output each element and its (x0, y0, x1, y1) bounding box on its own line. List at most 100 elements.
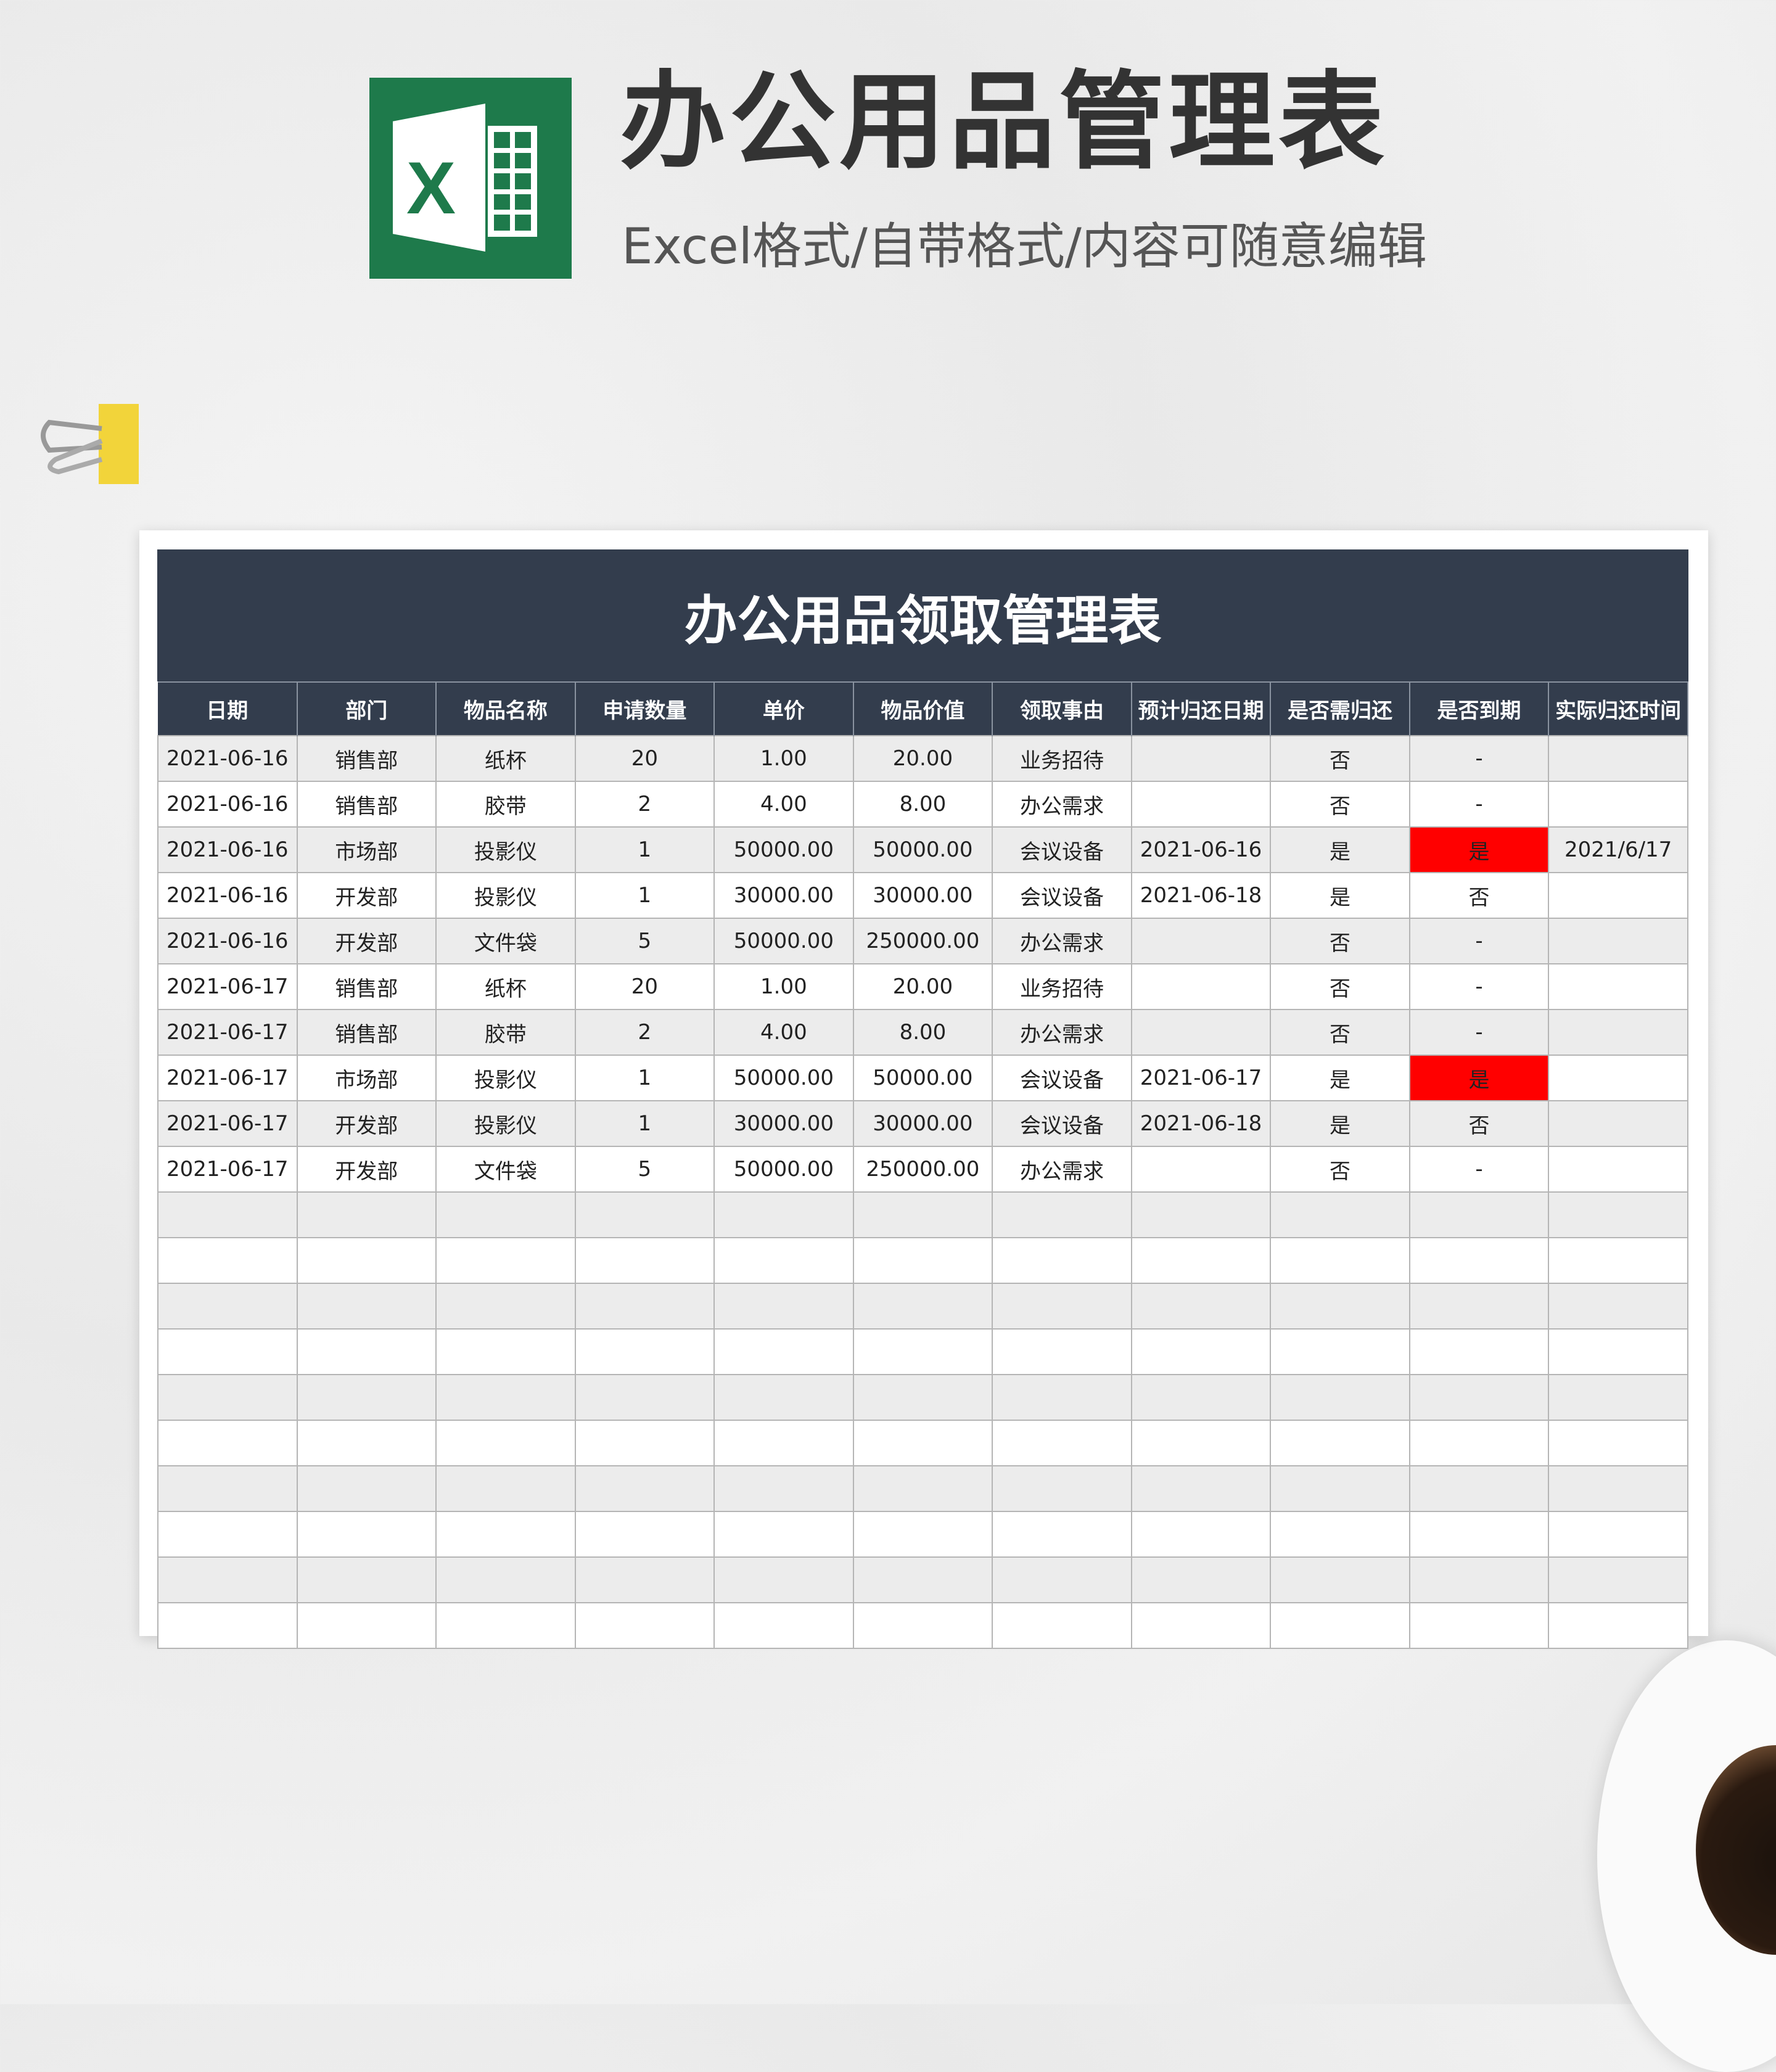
table-cell[interactable]: 2021-06-17 (157, 963, 298, 1010)
table-cell[interactable] (1130, 781, 1272, 828)
table-cell[interactable] (435, 1191, 576, 1238)
table-cell[interactable]: 会议设备 (992, 1100, 1132, 1147)
table-cell[interactable] (435, 1465, 576, 1512)
table-cell[interactable] (296, 1283, 437, 1330)
table-cell[interactable] (157, 1511, 298, 1558)
table-cell[interactable]: 否 (1270, 1009, 1410, 1056)
table-cell[interactable] (1408, 1374, 1550, 1421)
table-cell[interactable]: 会议设备 (992, 872, 1132, 919)
table-cell[interactable] (852, 1328, 993, 1375)
table-cell[interactable] (1548, 781, 1688, 828)
table-cell[interactable] (1130, 1465, 1272, 1512)
table-cell[interactable]: 业务招待 (992, 735, 1132, 782)
table-cell[interactable] (435, 1328, 576, 1375)
table-cell[interactable] (435, 1556, 576, 1603)
table-cell[interactable] (1548, 963, 1688, 1010)
table-cell[interactable] (713, 1465, 854, 1512)
table-cell[interactable] (1130, 1009, 1272, 1056)
table-cell[interactable] (574, 1465, 715, 1512)
table-cell[interactable] (852, 1237, 993, 1284)
table-cell[interactable]: 1 (574, 1054, 715, 1101)
table-cell[interactable] (852, 1465, 993, 1512)
table-cell[interactable] (157, 1556, 298, 1603)
column-header[interactable]: 是否到期 (1409, 681, 1550, 736)
table-cell[interactable]: 2 (574, 781, 715, 828)
table-cell[interactable]: 胶带 (435, 1009, 576, 1056)
table-cell[interactable]: 30000.00 (713, 872, 854, 919)
table-cell[interactable] (1408, 1420, 1550, 1466)
table-cell[interactable] (1130, 1237, 1272, 1284)
table-cell[interactable]: 开发部 (296, 1146, 437, 1193)
table-cell[interactable]: 2021-06-16 (157, 826, 298, 873)
table-cell[interactable] (574, 1237, 715, 1284)
table-cell[interactable]: 销售部 (296, 735, 437, 782)
table-cell[interactable] (1130, 1602, 1272, 1649)
table-cell[interactable]: 1.00 (713, 963, 854, 1010)
table-cell[interactable]: 20.00 (852, 963, 993, 1010)
table-cell[interactable] (992, 1602, 1132, 1649)
table-cell[interactable] (992, 1420, 1132, 1466)
table-cell[interactable]: 否 (1270, 735, 1410, 782)
table-cell[interactable] (574, 1511, 715, 1558)
table-cell[interactable] (713, 1374, 854, 1421)
table-cell[interactable] (713, 1328, 854, 1375)
table-cell[interactable] (1408, 1556, 1550, 1603)
table-cell[interactable]: 50000.00 (713, 918, 854, 964)
table-cell[interactable] (1548, 918, 1688, 964)
table-cell[interactable]: 8.00 (852, 1009, 993, 1056)
table-cell[interactable]: 50000.00 (852, 1054, 993, 1101)
table-cell[interactable]: 否 (1270, 1146, 1410, 1193)
table-cell[interactable] (713, 1191, 854, 1238)
table-cell[interactable] (852, 1511, 993, 1558)
table-cell[interactable] (1270, 1511, 1410, 1558)
table-cell[interactable] (296, 1420, 437, 1466)
table-cell[interactable]: 是 (1270, 826, 1410, 873)
table-cell[interactable]: 否 (1270, 963, 1410, 1010)
table-cell[interactable]: 业务招待 (992, 963, 1132, 1010)
table-cell[interactable] (296, 1374, 437, 1421)
table-cell[interactable] (435, 1374, 576, 1421)
table-cell[interactable]: 2021-06-17 (157, 1054, 298, 1101)
table-cell[interactable]: 否 (1270, 781, 1410, 828)
table-cell[interactable] (1408, 1465, 1550, 1512)
table-cell[interactable]: 2021-06-18 (1130, 1100, 1272, 1147)
table-cell[interactable] (1130, 963, 1272, 1010)
table-cell[interactable]: 会议设备 (992, 1054, 1132, 1101)
table-cell[interactable]: 2021-06-17 (1130, 1054, 1272, 1101)
table-cell[interactable] (1130, 1146, 1272, 1193)
table-cell[interactable]: 是 (1270, 1054, 1410, 1101)
table-cell[interactable]: 2021-06-17 (157, 1146, 298, 1193)
table-cell[interactable]: 1 (574, 826, 715, 873)
table-cell[interactable]: 4.00 (713, 781, 854, 828)
table-cell[interactable] (1130, 1556, 1272, 1603)
table-cell[interactable] (574, 1420, 715, 1466)
table-cell[interactable]: 销售部 (296, 781, 437, 828)
table-cell[interactable] (852, 1602, 993, 1649)
table-cell[interactable] (1270, 1465, 1410, 1512)
table-cell[interactable] (1130, 735, 1272, 782)
table-cell[interactable]: 否 (1270, 918, 1410, 964)
table-cell[interactable] (992, 1374, 1132, 1421)
table-cell[interactable] (1408, 1602, 1550, 1649)
table-cell[interactable] (713, 1283, 854, 1330)
table-cell[interactable]: 50000.00 (713, 1054, 854, 1101)
table-cell[interactable] (1130, 1511, 1272, 1558)
table-cell[interactable]: 投影仪 (435, 872, 576, 919)
table-cell[interactable] (992, 1191, 1132, 1238)
table-cell[interactable] (1270, 1191, 1410, 1238)
table-cell[interactable] (435, 1420, 576, 1466)
table-cell[interactable] (1548, 1556, 1688, 1603)
table-cell[interactable] (1548, 1602, 1688, 1649)
table-cell[interactable]: 2021-06-16 (157, 781, 298, 828)
table-cell[interactable]: 纸杯 (435, 735, 576, 782)
table-cell[interactable] (713, 1602, 854, 1649)
table-cell[interactable] (157, 1328, 298, 1375)
table-cell[interactable] (1548, 1054, 1688, 1101)
table-cell[interactable] (713, 1237, 854, 1284)
table-cell[interactable] (713, 1420, 854, 1466)
table-cell[interactable] (1130, 1328, 1272, 1375)
table-cell[interactable] (1548, 1420, 1688, 1466)
table-cell[interactable]: 20.00 (852, 735, 993, 782)
table-cell[interactable] (157, 1465, 298, 1512)
column-header[interactable]: 实际归还时间 (1548, 681, 1688, 736)
